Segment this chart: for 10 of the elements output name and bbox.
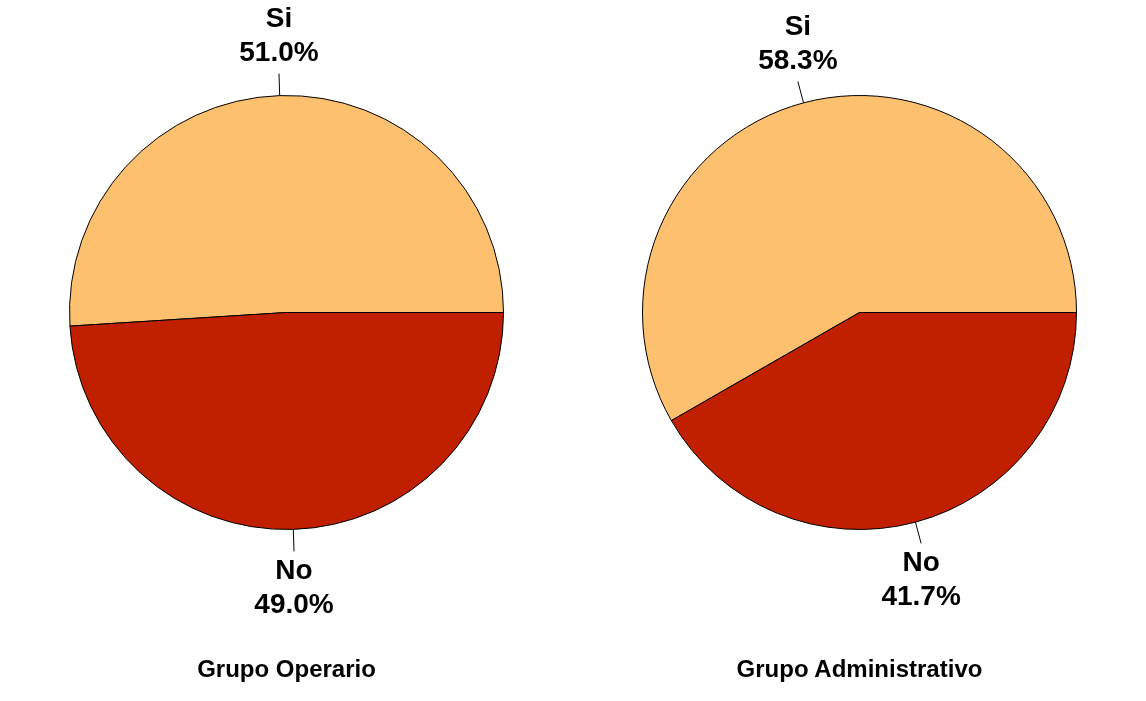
- text: Grupo Administrativo: [735, 655, 984, 683]
- data-label: 58.3%: [758, 44, 838, 76]
- slice-label: No: [275, 554, 313, 586]
- slice-label: Si: [265, 2, 293, 34]
- data-label: 51.0%: [239, 36, 319, 68]
- data-label: 49.0%: [254, 588, 334, 620]
- slice-label: Si: [784, 10, 812, 42]
- text: Grupo Operario: [196, 655, 377, 683]
- data-label: 41.7%: [881, 580, 961, 612]
- slice-label: No: [902, 546, 940, 578]
